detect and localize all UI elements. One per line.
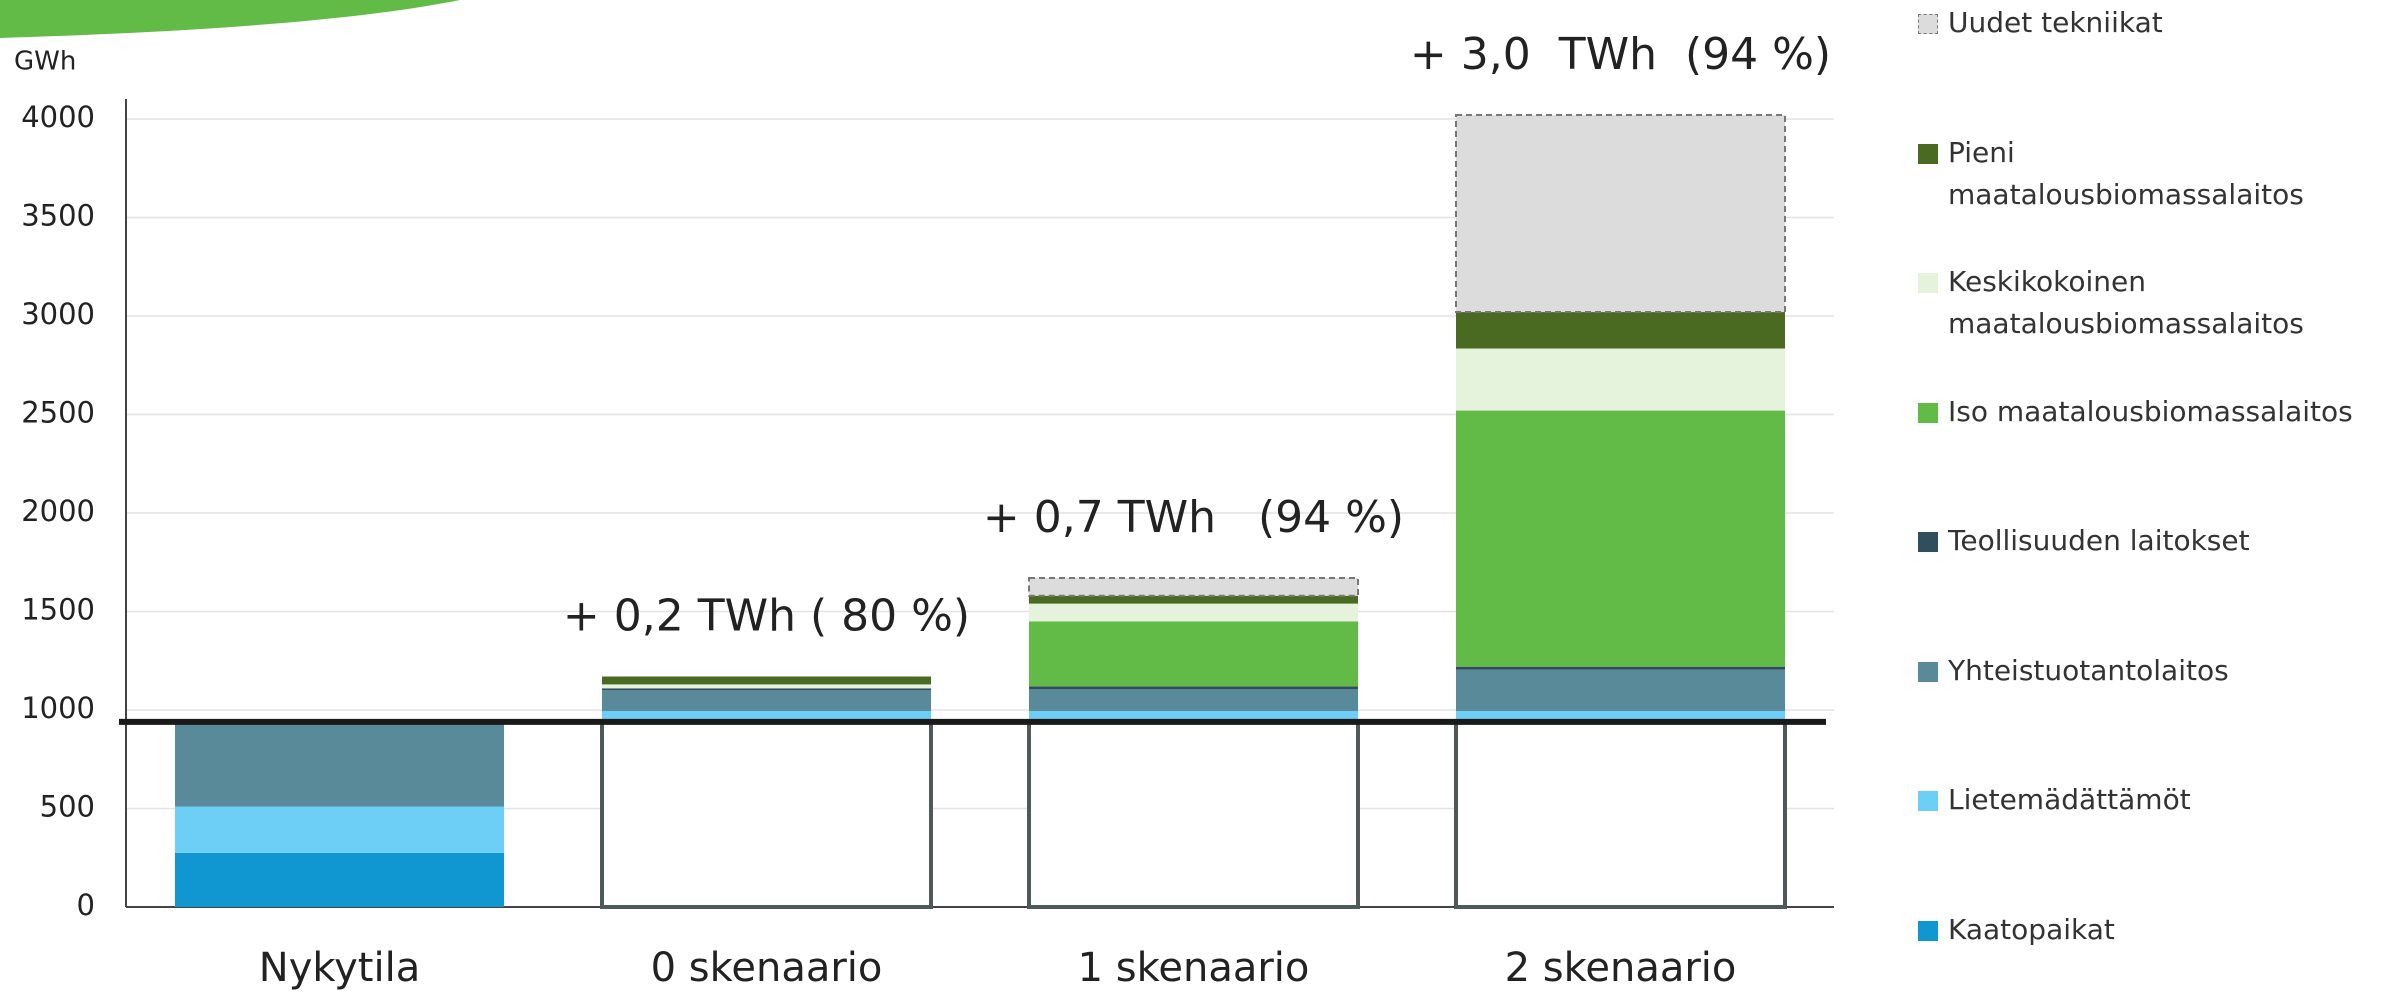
legend-swatch <box>1918 14 1938 34</box>
legend-swatch <box>1918 273 1938 293</box>
bar-segment <box>1029 686 1358 689</box>
legend-label: Lietemädättämöt <box>1948 779 2368 821</box>
bar-segment <box>1456 667 1785 670</box>
y-tick-label: 2500 <box>21 396 95 430</box>
legend-label: Yhteistuotantolaitos <box>1948 650 2368 692</box>
legend-swatch <box>1918 921 1938 941</box>
legend-swatch <box>1918 532 1938 552</box>
x-tick-label: 2 skenaario <box>1505 945 1737 991</box>
bar-segment <box>1456 411 1785 667</box>
bar-segment <box>602 688 931 690</box>
legend-label: Iso maatalousbiomassalaitos <box>1948 391 2368 433</box>
decoration <box>0 0 460 38</box>
x-tick-label: Nykytila <box>259 945 420 991</box>
bar-segment <box>175 853 504 907</box>
bar-segment <box>602 722 931 907</box>
legend-swatch <box>1918 662 1938 682</box>
bar-segment <box>1456 722 1785 907</box>
y-tick-label: 0 <box>77 888 95 922</box>
legend-label: Keskikokoinen maatalousbiomassalaitos <box>1948 261 2368 345</box>
bar-segment <box>602 690 931 711</box>
bar-segment <box>1456 670 1785 711</box>
y-tick-label: 3000 <box>21 297 95 331</box>
bar-segment <box>1029 689 1358 711</box>
bar-segment <box>1456 312 1785 348</box>
annotation: + 0,7 TWh (94 %) <box>983 492 1404 543</box>
legend-label: Kaatopaikat <box>1948 909 2368 951</box>
legend-label: Uudet tekniikat <box>1948 2 2368 44</box>
legend-swatch <box>1918 403 1938 423</box>
y-tick-label: 4000 <box>21 100 95 134</box>
bar-segment <box>602 677 931 685</box>
legend-label: Pieni maatalousbiomassalaitos <box>1948 132 2368 216</box>
page: GWh 0 500 1000 1500 2000 2500 3000 3500 4000 Nyky… <box>0 0 2387 994</box>
x-tick-label: 0 skenaario <box>651 945 883 991</box>
bar-segment <box>1029 621 1358 686</box>
y-tick-label: 2000 <box>21 494 95 528</box>
bar-segment <box>602 684 931 688</box>
bar-segment <box>1456 115 1785 312</box>
bar-segment <box>1029 604 1358 622</box>
y-tick-label: 1500 <box>21 593 95 627</box>
x-tick-label: 1 skenaario <box>1078 945 1310 991</box>
y-tick-label: 500 <box>40 790 95 824</box>
y-axis-label: GWh <box>14 47 76 77</box>
bar-segment <box>1456 349 1785 411</box>
bar-segment <box>1029 596 1358 604</box>
legend-swatch <box>1918 791 1938 811</box>
y-tick-label: 1000 <box>21 691 95 725</box>
annotation: + 0,2 TWh ( 80 %) <box>563 591 970 642</box>
bar-segment <box>1029 722 1358 907</box>
y-tick-label: 3500 <box>21 199 95 233</box>
legend-swatch <box>1918 144 1938 164</box>
bar-segment <box>1029 578 1358 596</box>
annotation: + 3,0 TWh (94 %) <box>1410 29 1831 80</box>
bar-segment <box>175 807 504 853</box>
bar-segment <box>175 722 504 807</box>
legend-label: Teollisuuden laitokset <box>1948 520 2368 562</box>
